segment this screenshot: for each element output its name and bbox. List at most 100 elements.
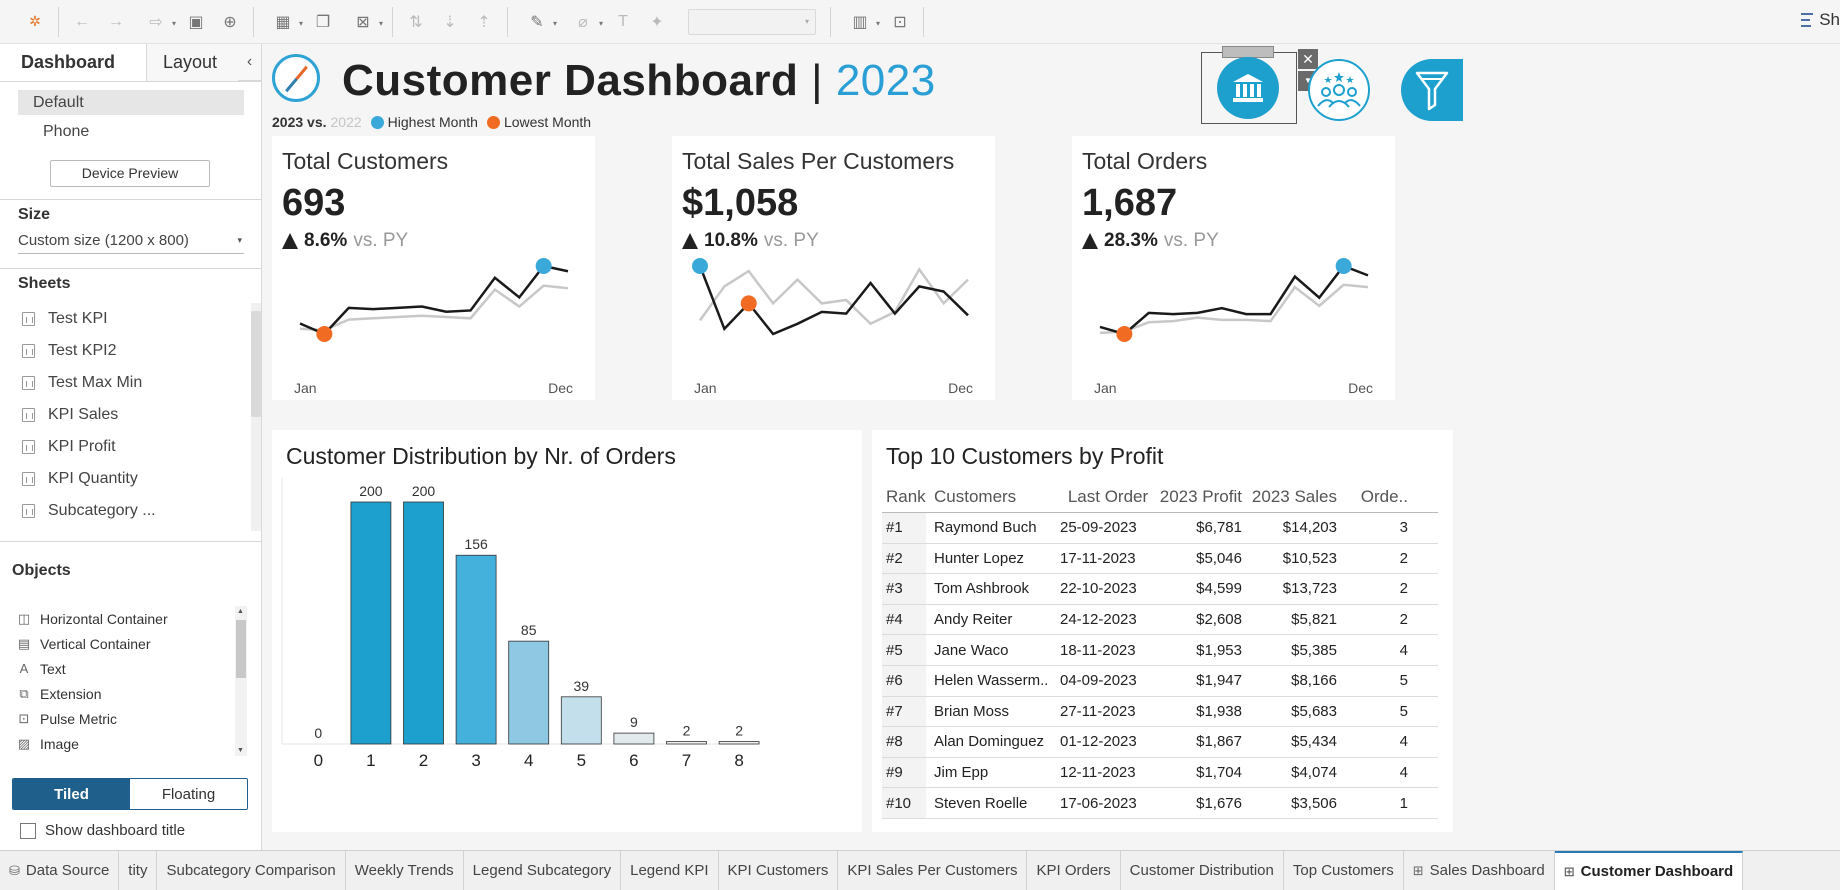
tableau-logo-icon[interactable]: ✲: [29, 13, 41, 29]
sheet-tab[interactable]: tity: [119, 851, 158, 890]
show-title-checkbox[interactable]: [20, 822, 36, 839]
close-icon[interactable]: ✕: [1298, 49, 1318, 69]
bar[interactable]: [455, 554, 497, 745]
device-phone[interactable]: Phone: [43, 123, 90, 140]
new-worksheet-icon[interactable]: ▦ ▾: [275, 13, 303, 31]
fit-dropdown[interactable]: ▾: [688, 8, 816, 35]
lowest-month-marker[interactable]: [316, 326, 333, 342]
table-row[interactable]: #8 Alan Dominguez 01-12-2023 $1,867 $5,434 4: [882, 727, 1438, 758]
sheet-tab[interactable]: Customer Distribution: [1121, 851, 1284, 890]
kpi-card-orders[interactable]: Total Orders 1,687 28.3% vs. PY Jan Dec: [1072, 136, 1395, 400]
bar[interactable]: [403, 501, 444, 745]
col-orders[interactable]: Orde..: [1360, 487, 1408, 506]
table-row[interactable]: #1 Raymond Buch 25-09-2023 $6,781 $14,203 3: [882, 513, 1438, 544]
bar[interactable]: [718, 741, 760, 745]
lowest-month-marker[interactable]: [740, 295, 757, 312]
object-extension[interactable]: ⧉ Extension: [0, 681, 261, 706]
filter-icon[interactable]: [1401, 59, 1463, 121]
objects-scrollbar[interactable]: ▲ ▼: [235, 606, 247, 756]
sheet-tab[interactable]: Weekly Trends: [346, 851, 464, 890]
sheet-item[interactable]: Test KPI: [0, 303, 261, 335]
kpi-sparkline[interactable]: [672, 256, 995, 366]
col-last-order[interactable]: Last Order: [1067, 487, 1149, 506]
floating-button[interactable]: Floating: [130, 779, 247, 809]
undo-icon[interactable]: ←: [74, 12, 90, 30]
sheet-tab[interactable]: KPI Orders: [1027, 851, 1121, 890]
presentation-icon[interactable]: ⊡: [893, 13, 907, 31]
lowest-month-marker[interactable]: [1116, 326, 1133, 342]
tab-layout[interactable]: Layout: [146, 44, 238, 81]
replay-icon[interactable]: ⇨ ▾: [149, 13, 176, 31]
sheet-tab[interactable]: ⊞ Sales Dashboard: [1404, 851, 1555, 890]
object-pulse-metric[interactable]: ⊡ Pulse Metric: [0, 706, 261, 731]
object-vertical-container[interactable]: ▤ Vertical Container: [0, 631, 261, 656]
bar[interactable]: [613, 732, 655, 745]
tiled-button[interactable]: Tiled: [13, 779, 130, 809]
bar[interactable]: [508, 640, 550, 745]
highlight-icon[interactable]: ✎ ▾: [530, 13, 557, 31]
sheets-scroll-thumb[interactable]: [251, 311, 261, 417]
device-default[interactable]: Default: [18, 90, 244, 115]
object-text[interactable]: A Text: [0, 656, 261, 681]
share-button[interactable]: Sh: [1801, 10, 1840, 30]
new-datasource-icon[interactable]: ⊕: [223, 13, 237, 31]
col-customers[interactable]: Customers: [934, 487, 1017, 506]
kpi-card-sales-per-customer[interactable]: Total Sales Per Customers $1,058 10.8% vs…: [672, 136, 995, 400]
clear-icon[interactable]: ⊠ ▾: [356, 13, 383, 31]
tab-dashboard[interactable]: Dashboard: [0, 44, 146, 81]
sheet-tab[interactable]: ⊞ Customer Dashboard: [1554, 851, 1744, 890]
redo-icon[interactable]: →: [108, 12, 124, 30]
kpi-sparkline[interactable]: [1072, 256, 1395, 366]
sheets-scrollbar[interactable]: [251, 303, 261, 531]
sheet-tab[interactable]: Legend KPI: [621, 851, 719, 890]
object-image[interactable]: ▨ Image: [0, 731, 261, 756]
selected-floating-container[interactable]: ✕ ▼: [1201, 46, 1318, 124]
highest-month-marker[interactable]: [535, 258, 552, 274]
highest-month-marker[interactable]: [1335, 258, 1352, 274]
scroll-down-icon[interactable]: ▼: [237, 747, 244, 754]
table-row[interactable]: #5 Jane Waco 18-11-2023 $1,953 $5,385 4: [882, 635, 1438, 666]
sheet-item[interactable]: KPI Profit: [0, 431, 261, 463]
sheet-tab[interactable]: KPI Customers: [719, 851, 839, 890]
bar[interactable]: [350, 501, 392, 745]
sheet-tab[interactable]: Legend Subcategory: [464, 851, 622, 890]
table-row[interactable]: #10 Steven Roelle 17-06-2023 $1,676 $3,506 1: [882, 788, 1438, 819]
objects-scroll-thumb[interactable]: [236, 620, 246, 678]
sort-asc-icon[interactable]: ⇣: [443, 13, 457, 31]
sheet-item[interactable]: Test KPI2: [0, 335, 261, 367]
highest-month-marker[interactable]: [692, 258, 708, 274]
customers-icon[interactable]: [1308, 59, 1370, 121]
table-row[interactable]: #6 Helen Wasserm.. 04-09-2023 $1,947 $8,166 5: [882, 665, 1438, 697]
show-title-option[interactable]: Show dashboard title: [20, 822, 185, 839]
col-sales[interactable]: 2023 Sales: [1251, 487, 1337, 506]
sheet-tab[interactable]: Top Customers: [1284, 851, 1404, 890]
table-row[interactable]: #3 Tom Ashbrook 22-10-2023 $4,599 $13,723 2: [882, 574, 1438, 605]
sheet-item[interactable]: Subcategory ...: [0, 495, 261, 527]
col-profit[interactable]: 2023 Profit: [1159, 487, 1242, 506]
sheet-tab[interactable]: Subcategory Comparison: [157, 851, 346, 890]
kpi-card-customers[interactable]: Total Customers 693 8.6% vs. PY Jan Dec: [272, 136, 595, 400]
duplicate-icon[interactable]: ❐: [315, 13, 331, 31]
sheet-item[interactable]: KPI Quantity: [0, 463, 261, 495]
table-row[interactable]: #7 Brian Moss 27-11-2023 $1,938 $5,683 5: [882, 696, 1438, 728]
sheet-tab[interactable]: ⛁ Data Source: [0, 851, 120, 890]
device-preview-button[interactable]: Device Preview: [50, 160, 210, 187]
distribution-bar-chart[interactable]: 0 0 200 1 200 2 156 3 85 4 39 5 9 6 2 7 2 8: [272, 430, 862, 832]
bar[interactable]: [666, 741, 707, 745]
scroll-up-icon[interactable]: ▲: [237, 608, 244, 615]
kpi-sparkline[interactable]: [272, 256, 595, 366]
sheet-item[interactable]: Test Max Min: [0, 367, 261, 399]
group-icon[interactable]: ⌀ ▾: [578, 13, 603, 31]
table-row[interactable]: #2 Hunter Lopez 17-11-2023 $5,046 $10,523 2: [882, 543, 1438, 575]
collapse-panel-icon[interactable]: ‹: [238, 44, 261, 81]
object-horizontal-container[interactable]: ◫ Horizontal Container: [0, 606, 261, 631]
show-me-icon[interactable]: ▥ ▾: [852, 13, 880, 31]
col-rank[interactable]: Rank: [886, 487, 926, 506]
table-row[interactable]: #9 Jim Epp 12-11-2023 $1,704 $4,074 4: [882, 757, 1438, 789]
swap-icon[interactable]: ⇅: [409, 13, 423, 31]
size-dropdown[interactable]: Custom size (1200 x 800) ▾: [18, 232, 244, 254]
pin-icon[interactable]: ✦: [650, 13, 664, 31]
sort-desc-icon[interactable]: ⇡: [477, 13, 491, 31]
label-icon[interactable]: T: [618, 12, 628, 30]
bar[interactable]: [560, 696, 602, 745]
